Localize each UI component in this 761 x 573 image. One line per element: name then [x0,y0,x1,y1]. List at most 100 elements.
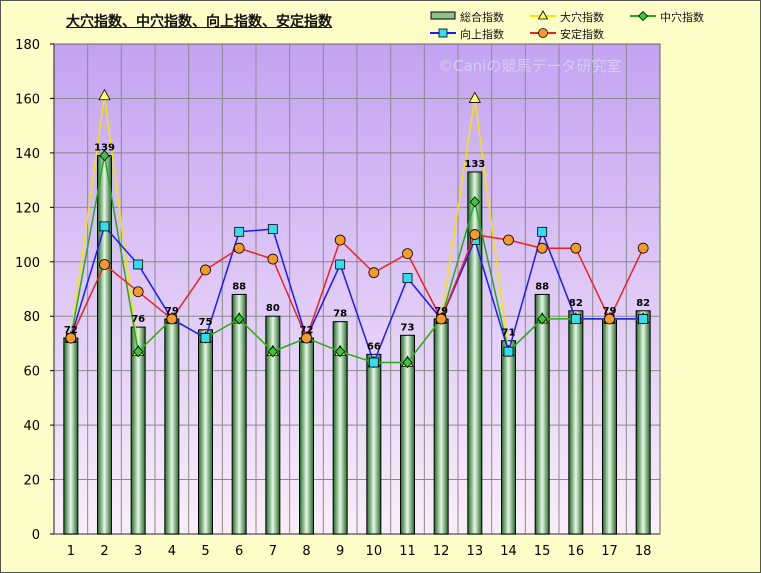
marker-circle [166,313,178,325]
x-tick-label: 16 [568,544,585,559]
y-tick-label: 180 [15,38,40,53]
marker-circle [334,234,346,246]
series-4 [65,229,649,344]
bar [164,318,180,535]
x-tick-label: 12 [433,544,450,559]
legend-circle-swatch [530,28,556,38]
bar [568,310,584,535]
marker-circle [469,229,481,240]
x-tick-label: 1 [67,544,75,559]
marker-diamond [133,346,144,358]
bar [198,329,213,535]
bar [130,326,146,535]
data-label: 78 [333,309,347,320]
legend-square-swatch [430,28,456,38]
bars [63,155,651,535]
marker-triangle [98,88,111,101]
marker-diamond [469,196,480,208]
bar [602,318,617,535]
marker-square [570,314,581,324]
marker-circle [200,264,211,276]
marker-circle [301,332,312,344]
bar [433,318,449,535]
y-tick-label: 40 [23,419,40,434]
data-label: 79 [434,306,448,317]
marker-square [335,259,346,270]
data-labels: 72 139 76 79 75 88 80 72 78 66 73 79 133 71 88 82 79 82 [64,143,650,353]
data-label: 79 [165,306,179,317]
legend-label: 大穴指数 [560,11,604,24]
legend-diamond-swatch [630,10,656,22]
x-tick-label: 13 [467,544,484,559]
y-tick-label: 80 [23,310,40,325]
marker-circle [99,259,110,270]
bar [366,353,382,535]
marker-diamond [335,346,346,358]
x-tick-label: 8 [302,544,310,559]
marker-square [234,226,245,237]
series-line [70,155,644,364]
legend-label: 安定指数 [560,28,604,41]
marker-square [133,259,144,270]
bar [299,337,314,535]
data-label: 88 [232,281,246,292]
marker-circle [503,234,514,246]
data-label: 79 [603,306,617,317]
watermark: ©Caniの競馬データ研究室 [438,57,622,75]
chart-title: 大穴指数、中穴指数、向上指数、安定指数 [66,14,332,30]
legend-bar-swatch [430,11,456,20]
marker-circle [368,267,380,279]
x-tick-label: 15 [534,544,551,559]
marker-square [402,273,413,284]
data-label: 88 [535,281,549,292]
marker-circle [267,253,279,265]
marker-square [537,226,548,237]
data-label: 139 [94,143,115,154]
marker-square [638,314,649,324]
marker-diamond [234,313,245,325]
bar [231,293,247,535]
marker-circle [604,313,615,325]
bar [400,334,415,535]
marker-circle [65,332,77,344]
data-label: 80 [266,303,280,314]
series-line [70,224,644,365]
x-tick-label: 18 [635,544,652,559]
bar [635,310,651,535]
legend-label: 総合指数 [460,11,504,24]
marker-circle [435,313,447,325]
bar [97,155,112,535]
y-tick-label: 160 [15,92,40,107]
x-tick-label: 17 [601,544,618,559]
marker-diamond [537,313,548,325]
data-label: 72 [300,325,314,336]
x-tick-label: 2 [100,544,108,559]
bar [265,315,281,535]
marker-circle [233,242,245,254]
x-tick-label: 11 [399,544,416,559]
plot-border [53,43,661,535]
y-tick-label: 60 [23,365,40,380]
data-label: 82 [636,298,650,309]
marker-circle [637,242,649,254]
x-tick-label: 14 [500,544,517,559]
y-tick-label: 120 [15,201,40,216]
x-tick-label: 3 [134,544,142,559]
marker-square [368,357,379,368]
marker-triangle [468,91,482,103]
legend-triangle-swatch [530,10,556,20]
data-label: 75 [199,317,213,328]
data-label: 71 [502,328,516,339]
y-tick-label: 140 [15,147,40,162]
legend-label: 中穴指数 [660,11,704,24]
data-label: 82 [569,298,583,309]
bar [534,293,550,535]
data-label: 73 [401,322,415,333]
y-tick-label: 100 [15,256,40,271]
legend-label: 向上指数 [460,28,504,41]
bar [63,337,79,535]
marker-circle [132,286,144,298]
marker-square [267,224,278,235]
series-line [70,233,644,341]
